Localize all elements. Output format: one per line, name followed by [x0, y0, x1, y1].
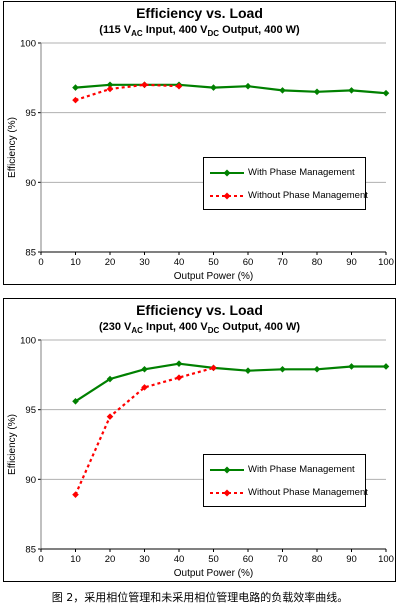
chart-subtitle: (115 VAC Input, 400 VDC Output, 400 W) — [99, 24, 300, 39]
y-tick-label: 100 — [20, 39, 36, 50]
data-point-without-phase-management — [141, 81, 148, 89]
x-tick-label: 30 — [139, 257, 150, 268]
data-point-without-phase-management — [210, 364, 217, 372]
legend-label: With Phase Management — [248, 167, 355, 178]
x-tick-label: 40 — [174, 554, 185, 565]
legend-label: Without Phase Management — [248, 487, 368, 498]
legend-item-with-phase-management: With Phase Management — [204, 166, 365, 180]
x-tick-label: 80 — [312, 257, 323, 268]
x-tick-label: 70 — [277, 554, 288, 565]
x-axis-label: Output Power (%) — [174, 271, 253, 282]
data-point-with-phase-management — [72, 398, 79, 405]
x-tick-label: 100 — [378, 257, 394, 268]
efficiency-plot: 85 90 95 100 0 10 20 30 40 50 60 70 80 90 100 Output Po… — [7, 336, 394, 580]
efficiency-plot: 85 90 95 100 0 10 20 30 40 50 60 70 80 90 100 Output Po… — [7, 39, 394, 283]
y-tick-label: 95 — [25, 108, 36, 119]
data-point-with-phase-management — [382, 89, 390, 97]
chart-panel-230vac: Efficiency vs. Load (230 VAC Input, 400 … — [3, 298, 396, 582]
data-point-with-phase-management — [72, 84, 79, 91]
legend-label: With Phase Management — [248, 464, 355, 475]
x-tick-label: 20 — [105, 554, 116, 565]
chart-legend: With Phase Management Without Phase Mana… — [203, 454, 368, 507]
legend-item-without-phase-management: Without Phase Management — [204, 189, 368, 203]
data-point-with-phase-management — [382, 363, 390, 370]
x-tick-label: 0 — [38, 554, 43, 565]
y-axis-label: Efficiency (%) — [7, 117, 18, 178]
data-point-without-phase-management — [175, 82, 183, 90]
x-axis-label: Output Power (%) — [174, 568, 253, 579]
x-tick-label: 20 — [105, 257, 116, 268]
series-line-without-phase-management — [75, 83, 180, 102]
figure-caption: 图 2，采用相位管理和未采用相位管理电路的负载效率曲线。 — [51, 591, 349, 604]
data-point-with-phase-management — [279, 87, 286, 94]
y-tick-label: 85 — [25, 248, 36, 259]
data-point-with-phase-management — [348, 87, 355, 94]
data-point-with-phase-management — [106, 375, 114, 383]
y-axis-label: Efficiency (%) — [7, 414, 18, 475]
data-point-with-phase-management — [210, 84, 217, 91]
y-tick-label: 85 — [25, 545, 36, 556]
legend-label: Without Phase Management — [248, 190, 368, 201]
x-tick-label: 80 — [312, 554, 323, 565]
data-point-without-phase-management — [106, 413, 114, 420]
x-tick-label: 10 — [70, 554, 81, 565]
x-tick-label: 90 — [346, 257, 357, 268]
legend-swatch-solid — [210, 466, 244, 474]
x-tick-label: 30 — [139, 554, 150, 565]
x-tick-label: 40 — [174, 257, 185, 268]
series-line-with-phase-management — [75, 83, 387, 95]
x-tick-label: 60 — [243, 257, 254, 268]
chart-subtitle: (230 VAC Input, 400 VDC Output, 400 W) — [98, 321, 300, 336]
y-tick-label: 90 — [25, 475, 36, 486]
y-tick-label: 100 — [20, 336, 36, 347]
plot-area — [41, 340, 386, 549]
x-tick-label: 50 — [208, 554, 219, 565]
x-tick-label: 0 — [38, 257, 43, 268]
x-tick-label: 10 — [70, 257, 81, 268]
legend-swatch-solid — [210, 169, 244, 177]
chart-panel-115vac: Efficiency vs. Load (115 VAC Input, 400 … — [3, 1, 396, 285]
x-tick-label: 90 — [346, 554, 357, 565]
x-tick-label: 50 — [208, 257, 219, 268]
chart-title: Efficiency vs. Load — [136, 302, 263, 318]
series-line-without-phase-management — [74, 366, 214, 496]
series-line-with-phase-management — [74, 362, 386, 403]
legend-swatch-dashed — [210, 192, 244, 200]
data-point-without-phase-management — [106, 85, 114, 93]
x-tick-label: 100 — [378, 554, 394, 565]
chart-title: Efficiency vs. Load — [136, 5, 263, 21]
data-point-with-phase-management — [106, 81, 114, 89]
legend-item-without-phase-management: Without Phase Management — [204, 486, 368, 500]
x-tick-label: 70 — [277, 257, 288, 268]
plot-area — [41, 43, 386, 252]
data-point-without-phase-management — [72, 491, 79, 498]
data-point-with-phase-management — [313, 88, 321, 96]
data-point-without-phase-management — [72, 96, 79, 104]
y-tick-label: 95 — [25, 405, 36, 416]
x-tick-label: 60 — [243, 554, 254, 565]
data-point-with-phase-management — [348, 363, 355, 370]
data-point-without-phase-management — [175, 374, 183, 381]
legend-swatch-dashed — [210, 489, 244, 497]
y-tick-label: 90 — [25, 178, 36, 189]
data-point-with-phase-management — [244, 82, 252, 90]
chart-legend: With Phase Management Without Phase Mana… — [203, 157, 368, 210]
legend-item-with-phase-management: With Phase Management — [204, 463, 365, 477]
